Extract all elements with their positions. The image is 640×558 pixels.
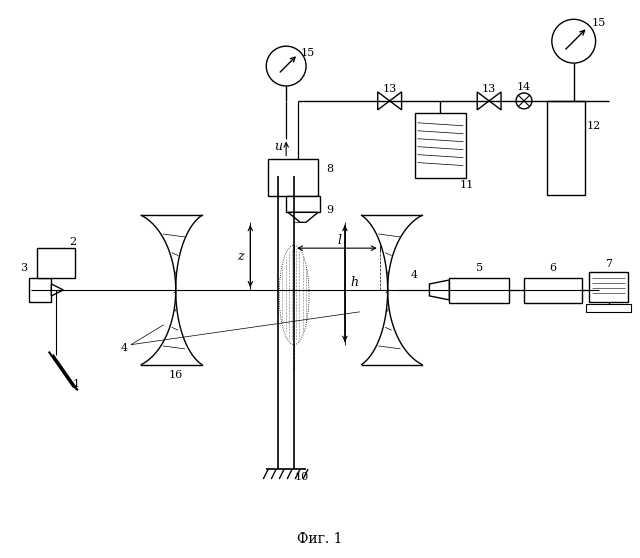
Text: 10: 10 bbox=[295, 472, 309, 482]
Text: 4: 4 bbox=[411, 270, 418, 280]
Text: 16: 16 bbox=[168, 369, 183, 379]
Text: 13: 13 bbox=[482, 84, 496, 94]
Bar bbox=[415, 113, 467, 177]
Bar bbox=[29, 278, 51, 302]
Text: 14: 14 bbox=[517, 82, 531, 92]
Text: l: l bbox=[338, 234, 342, 247]
Polygon shape bbox=[489, 92, 501, 110]
Text: 13: 13 bbox=[383, 84, 397, 94]
Text: 5: 5 bbox=[476, 263, 483, 273]
Polygon shape bbox=[288, 213, 318, 222]
Bar bbox=[449, 278, 509, 303]
Text: 8: 8 bbox=[326, 163, 333, 174]
Bar bbox=[268, 158, 318, 196]
Bar bbox=[37, 248, 76, 278]
Polygon shape bbox=[477, 92, 489, 110]
Text: 2: 2 bbox=[70, 237, 77, 247]
Text: 4: 4 bbox=[120, 343, 127, 353]
Text: Фиг. 1: Фиг. 1 bbox=[297, 532, 343, 546]
Polygon shape bbox=[51, 284, 63, 296]
Bar bbox=[586, 304, 632, 312]
Text: 15: 15 bbox=[591, 18, 605, 28]
Text: 1: 1 bbox=[73, 379, 80, 389]
Text: h: h bbox=[351, 276, 359, 290]
Text: 15: 15 bbox=[301, 48, 315, 58]
Text: z: z bbox=[237, 249, 244, 263]
Text: 7: 7 bbox=[605, 259, 612, 269]
Polygon shape bbox=[390, 92, 401, 110]
Text: 9: 9 bbox=[326, 205, 333, 215]
Bar bbox=[547, 101, 585, 195]
Polygon shape bbox=[378, 92, 390, 110]
Bar bbox=[286, 196, 320, 213]
Text: u: u bbox=[274, 140, 282, 153]
Bar bbox=[589, 272, 628, 302]
Text: 6: 6 bbox=[549, 263, 556, 273]
Bar bbox=[524, 278, 582, 303]
Polygon shape bbox=[429, 280, 449, 300]
Text: 12: 12 bbox=[586, 121, 601, 131]
Text: 3: 3 bbox=[20, 263, 27, 273]
Text: 11: 11 bbox=[460, 180, 474, 190]
